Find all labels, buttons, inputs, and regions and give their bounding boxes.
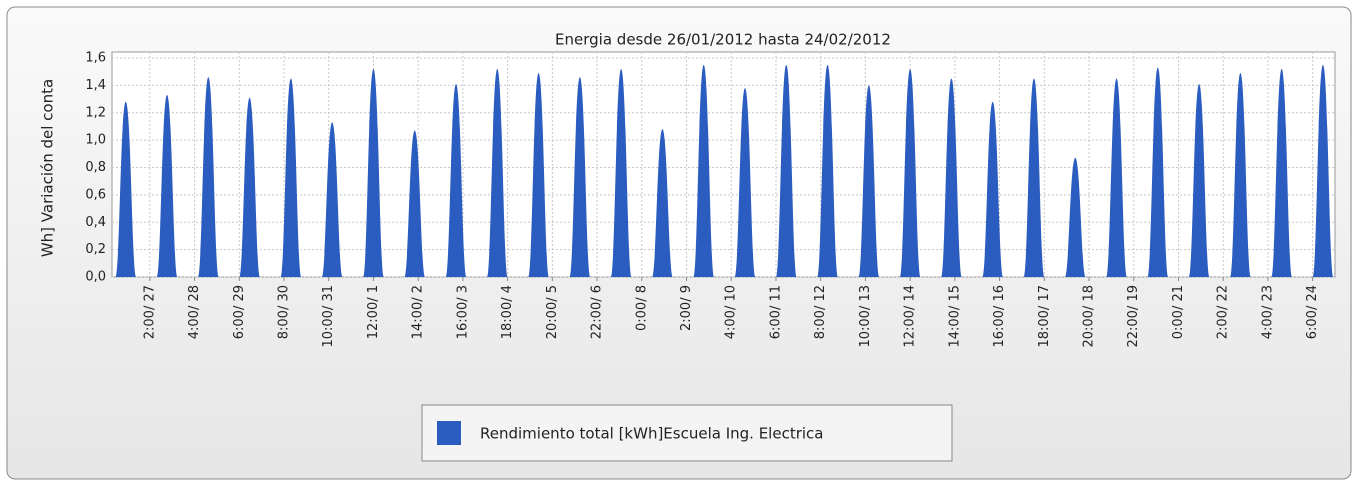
x-tick-label: 6:00/ 29	[232, 285, 247, 339]
area-peak	[156, 94, 178, 277]
x-tick-label: 20:00/ 5	[545, 285, 560, 339]
area-peak	[610, 68, 632, 277]
y-tick-label: 0,8	[85, 160, 106, 175]
y-tick-label: 0,2	[85, 242, 106, 257]
area-peak	[528, 73, 549, 278]
area-peak	[1312, 64, 1334, 277]
x-tick-label: 8:00/ 30	[277, 285, 292, 339]
area-peak	[486, 68, 508, 277]
area-peak	[941, 78, 962, 277]
x-tick-label: 18:00/ 17	[1037, 285, 1052, 348]
area-peak	[858, 85, 880, 277]
area-peak	[693, 64, 715, 277]
x-tick-label: 12:00/ 1	[366, 285, 381, 339]
x-tick-label: 6:00/ 11	[768, 285, 783, 339]
area-peak	[817, 64, 838, 277]
x-tick-label: 4:00/ 23	[1260, 285, 1275, 339]
x-tick-label: 16:00/ 3	[455, 285, 470, 339]
legend-swatch	[437, 421, 461, 445]
x-tick-label: 6:00/ 24	[1305, 285, 1320, 339]
x-tick-label: 18:00/ 4	[500, 285, 515, 339]
area-peak	[569, 77, 591, 277]
legend-label: Rendimiento total [kWh]Escuela Ing. Elec…	[480, 425, 823, 443]
area-peak	[239, 97, 260, 277]
y-tick-label: 0,0	[85, 270, 106, 285]
plot-area	[111, 51, 1336, 278]
x-tick-label: 2:00/ 22	[1216, 285, 1231, 339]
area-peak	[321, 122, 343, 277]
y-tick-label: 1,0	[85, 133, 106, 148]
x-tick-label: 8:00/ 12	[813, 285, 828, 339]
area-peak	[775, 64, 797, 277]
chart-title: Energia desde 26/01/2012 hasta 24/02/201…	[555, 31, 891, 49]
x-tick-label: 22:00/ 6	[590, 285, 605, 339]
area-peak	[1064, 157, 1086, 277]
area-peak	[982, 101, 1004, 277]
x-tick-label: 4:00/ 28	[187, 285, 202, 339]
area-peak	[1230, 73, 1251, 278]
x-tick-label: 0:00/ 8	[634, 285, 649, 331]
x-tick-label: 2:00/ 9	[679, 285, 694, 331]
area-peak	[734, 88, 756, 277]
area-peak	[280, 78, 302, 277]
x-tick-label: 16:00/ 16	[992, 285, 1007, 348]
x-tick-label: 10:00/ 31	[321, 285, 336, 348]
x-tick-label: 22:00/ 19	[1126, 285, 1141, 348]
x-tick-label: 14:00/ 2	[411, 285, 426, 339]
area-peak	[1188, 84, 1210, 277]
x-tick-label: 0:00/ 21	[1171, 285, 1186, 339]
legend	[421, 404, 953, 462]
area-peak	[652, 129, 673, 277]
y-tick-label: 0,6	[85, 187, 106, 202]
x-tick-label: 10:00/ 13	[858, 285, 873, 348]
y-tick-label: 1,4	[85, 78, 106, 93]
x-tick-label: 12:00/ 14	[903, 285, 918, 348]
area-peak	[198, 77, 219, 277]
area-peak	[115, 101, 137, 277]
area-peak	[1023, 78, 1045, 277]
area-peak	[1271, 68, 1292, 277]
area-peak	[445, 84, 467, 277]
area-peak	[404, 130, 426, 277]
x-tick-label: 2:00/ 27	[142, 285, 157, 339]
y-axis-label: Wh] Variación del conta	[39, 79, 57, 257]
area-peak	[899, 68, 921, 277]
x-tick-label: 14:00/ 15	[947, 285, 962, 348]
y-tick-label: 1,2	[85, 105, 106, 120]
area-peak	[363, 68, 384, 277]
y-tick-label: 0,4	[85, 215, 106, 230]
x-tick-label: 4:00/ 10	[724, 285, 739, 339]
y-tick-label: 1,6	[85, 51, 106, 66]
x-tick-label: 20:00/ 18	[1082, 285, 1097, 348]
area-peak	[1106, 78, 1127, 277]
area-peak	[1147, 67, 1169, 277]
